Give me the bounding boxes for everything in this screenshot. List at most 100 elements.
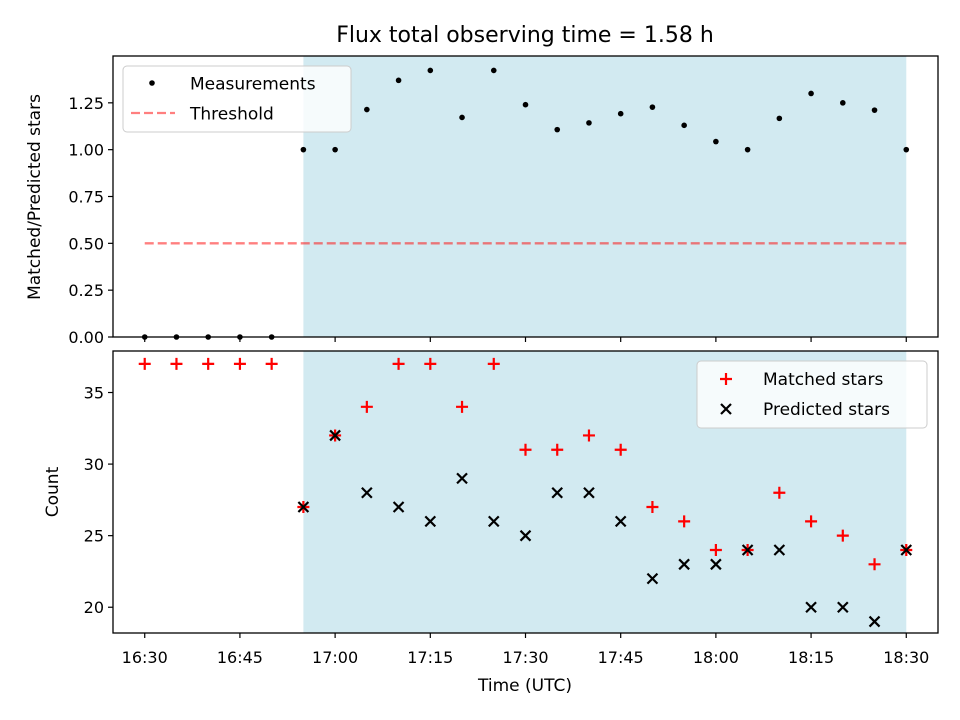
bottom-x-tick-label: 17:00 (312, 648, 358, 667)
bottom-y-tick-label: 25 (84, 527, 104, 546)
figure-title: Flux total observing time = 1.58 h (336, 23, 714, 48)
bottom-y-tick-label: 30 (84, 455, 104, 474)
measurement-point (300, 146, 307, 153)
matched-star-point (709, 543, 722, 556)
measurement-point (681, 122, 687, 129)
measurement-point (776, 115, 783, 122)
predicted-star-point (900, 544, 913, 556)
predicted-star-point (424, 515, 437, 528)
matched-star-point (265, 357, 278, 370)
bottom-x-tick-label: 17:30 (502, 648, 548, 667)
top-y-tick-label: 1.00 (68, 141, 104, 160)
predicted-star-point (583, 486, 595, 499)
predicted-star-point (551, 486, 564, 499)
bottom-legend-box (696, 360, 928, 429)
matched-star-point (233, 357, 246, 370)
legend-measurements-label: Measurements (190, 75, 316, 95)
measurement-point (459, 114, 465, 121)
x-axis-label: Time (UTC) (477, 676, 572, 696)
measurement-point (586, 120, 592, 126)
measurement-point (332, 146, 338, 153)
predicted-star-point (741, 544, 754, 556)
measurement-point (427, 67, 434, 74)
matched-star-point (582, 429, 595, 442)
top-plot-frame (112, 55, 939, 338)
measurement-point (490, 67, 497, 74)
measurement-point (617, 110, 624, 117)
predicted-star-point (678, 558, 690, 571)
predicted-star-point (361, 486, 373, 499)
measurement-point (395, 77, 402, 84)
bottom-x-tick-label: 17:15 (407, 648, 453, 667)
matched-star-point (202, 357, 215, 370)
measurement-point (713, 138, 719, 145)
top-y-axis-label: Matched/Predicted stars (25, 94, 45, 300)
bottom-y-tick-label: 20 (84, 598, 104, 617)
matched-star-point (773, 486, 786, 499)
predicted-star-point (805, 601, 817, 614)
top-shade-rect (303, 56, 907, 337)
predicted-star-point (392, 501, 405, 513)
predicted-star-point (614, 515, 627, 528)
matched-star-point (360, 400, 373, 413)
measurement-point (871, 107, 878, 113)
measurement-point (903, 146, 910, 153)
legend-measurement-marker (149, 80, 155, 86)
matched-star-point (836, 529, 849, 542)
legend-matched-label: Matched stars (763, 370, 883, 390)
predicted-star-point (710, 558, 722, 571)
top-shaded-region (303, 56, 907, 337)
bottom-x-tick-label: 18:15 (788, 648, 834, 667)
bottom-x-tick-label: 18:30 (883, 648, 929, 667)
measurement-point (364, 106, 370, 113)
predicted-star-point (487, 515, 500, 528)
bottom-x-tick-label: 17:45 (598, 648, 644, 667)
bottom-x-tick-label: 16:30 (122, 648, 168, 667)
predicted-star-point (456, 472, 468, 485)
top-legend-box (122, 65, 352, 133)
legend-predicted-marker (720, 403, 732, 415)
top-panel: 0.00 0.25 0.50 0.75 1.00 1.25 Matched/Predict… (25, 55, 939, 347)
measurement-point (649, 104, 656, 110)
bottom-legend: Matched stars Predicted stars (696, 360, 928, 429)
bottom-x-tick-label: 18:00 (693, 648, 739, 667)
matched-star-point (678, 515, 691, 528)
matched-star-point (519, 443, 532, 456)
measurement-point (744, 146, 751, 153)
predicted-star-point (773, 544, 786, 556)
matched-star-point (392, 357, 405, 370)
predicted-star-point (519, 529, 532, 542)
matched-star-point (138, 357, 151, 370)
top-y-tick-label: 1.25 (68, 94, 104, 113)
matched-star-point (424, 357, 437, 370)
matched-star-point (805, 515, 818, 528)
count-points (138, 357, 913, 628)
bottom-y-tick-label: 35 (84, 384, 104, 403)
top-legend: Measurements Threshold (122, 65, 352, 133)
legend-threshold-label: Threshold (189, 105, 274, 125)
predicted-star-point (646, 572, 659, 585)
matched-star-point (614, 443, 627, 456)
legend-predicted-label: Predicted stars (763, 400, 890, 420)
top-y-tick-label: 0.50 (68, 234, 104, 253)
matched-star-point (868, 558, 881, 571)
measurement-point (840, 100, 846, 106)
top-y-tick-label: 0.75 (68, 188, 104, 207)
predicted-star-point (837, 601, 849, 614)
measurement-point (522, 101, 529, 108)
bottom-y-axis-label: Count (43, 466, 63, 517)
predicted-star-point (297, 501, 310, 513)
bottom-y-axis: 20 25 30 35 (84, 384, 113, 617)
top-y-tick-label: 0.00 (68, 328, 104, 347)
measurement-point (554, 126, 561, 133)
top-y-axis: 0.00 0.25 0.50 0.75 1.00 1.25 (68, 94, 113, 347)
matched-star-point (487, 357, 500, 370)
measurement-point (808, 90, 814, 97)
legend-matched-marker (720, 373, 732, 385)
bottom-x-axis: 16:30 16:45 17:00 17:15 17:30 17:45 18:00 18:15… (122, 633, 929, 667)
predicted-star-point (868, 615, 881, 628)
bottom-plot-frame (112, 350, 939, 634)
measurement-points (141, 67, 910, 340)
